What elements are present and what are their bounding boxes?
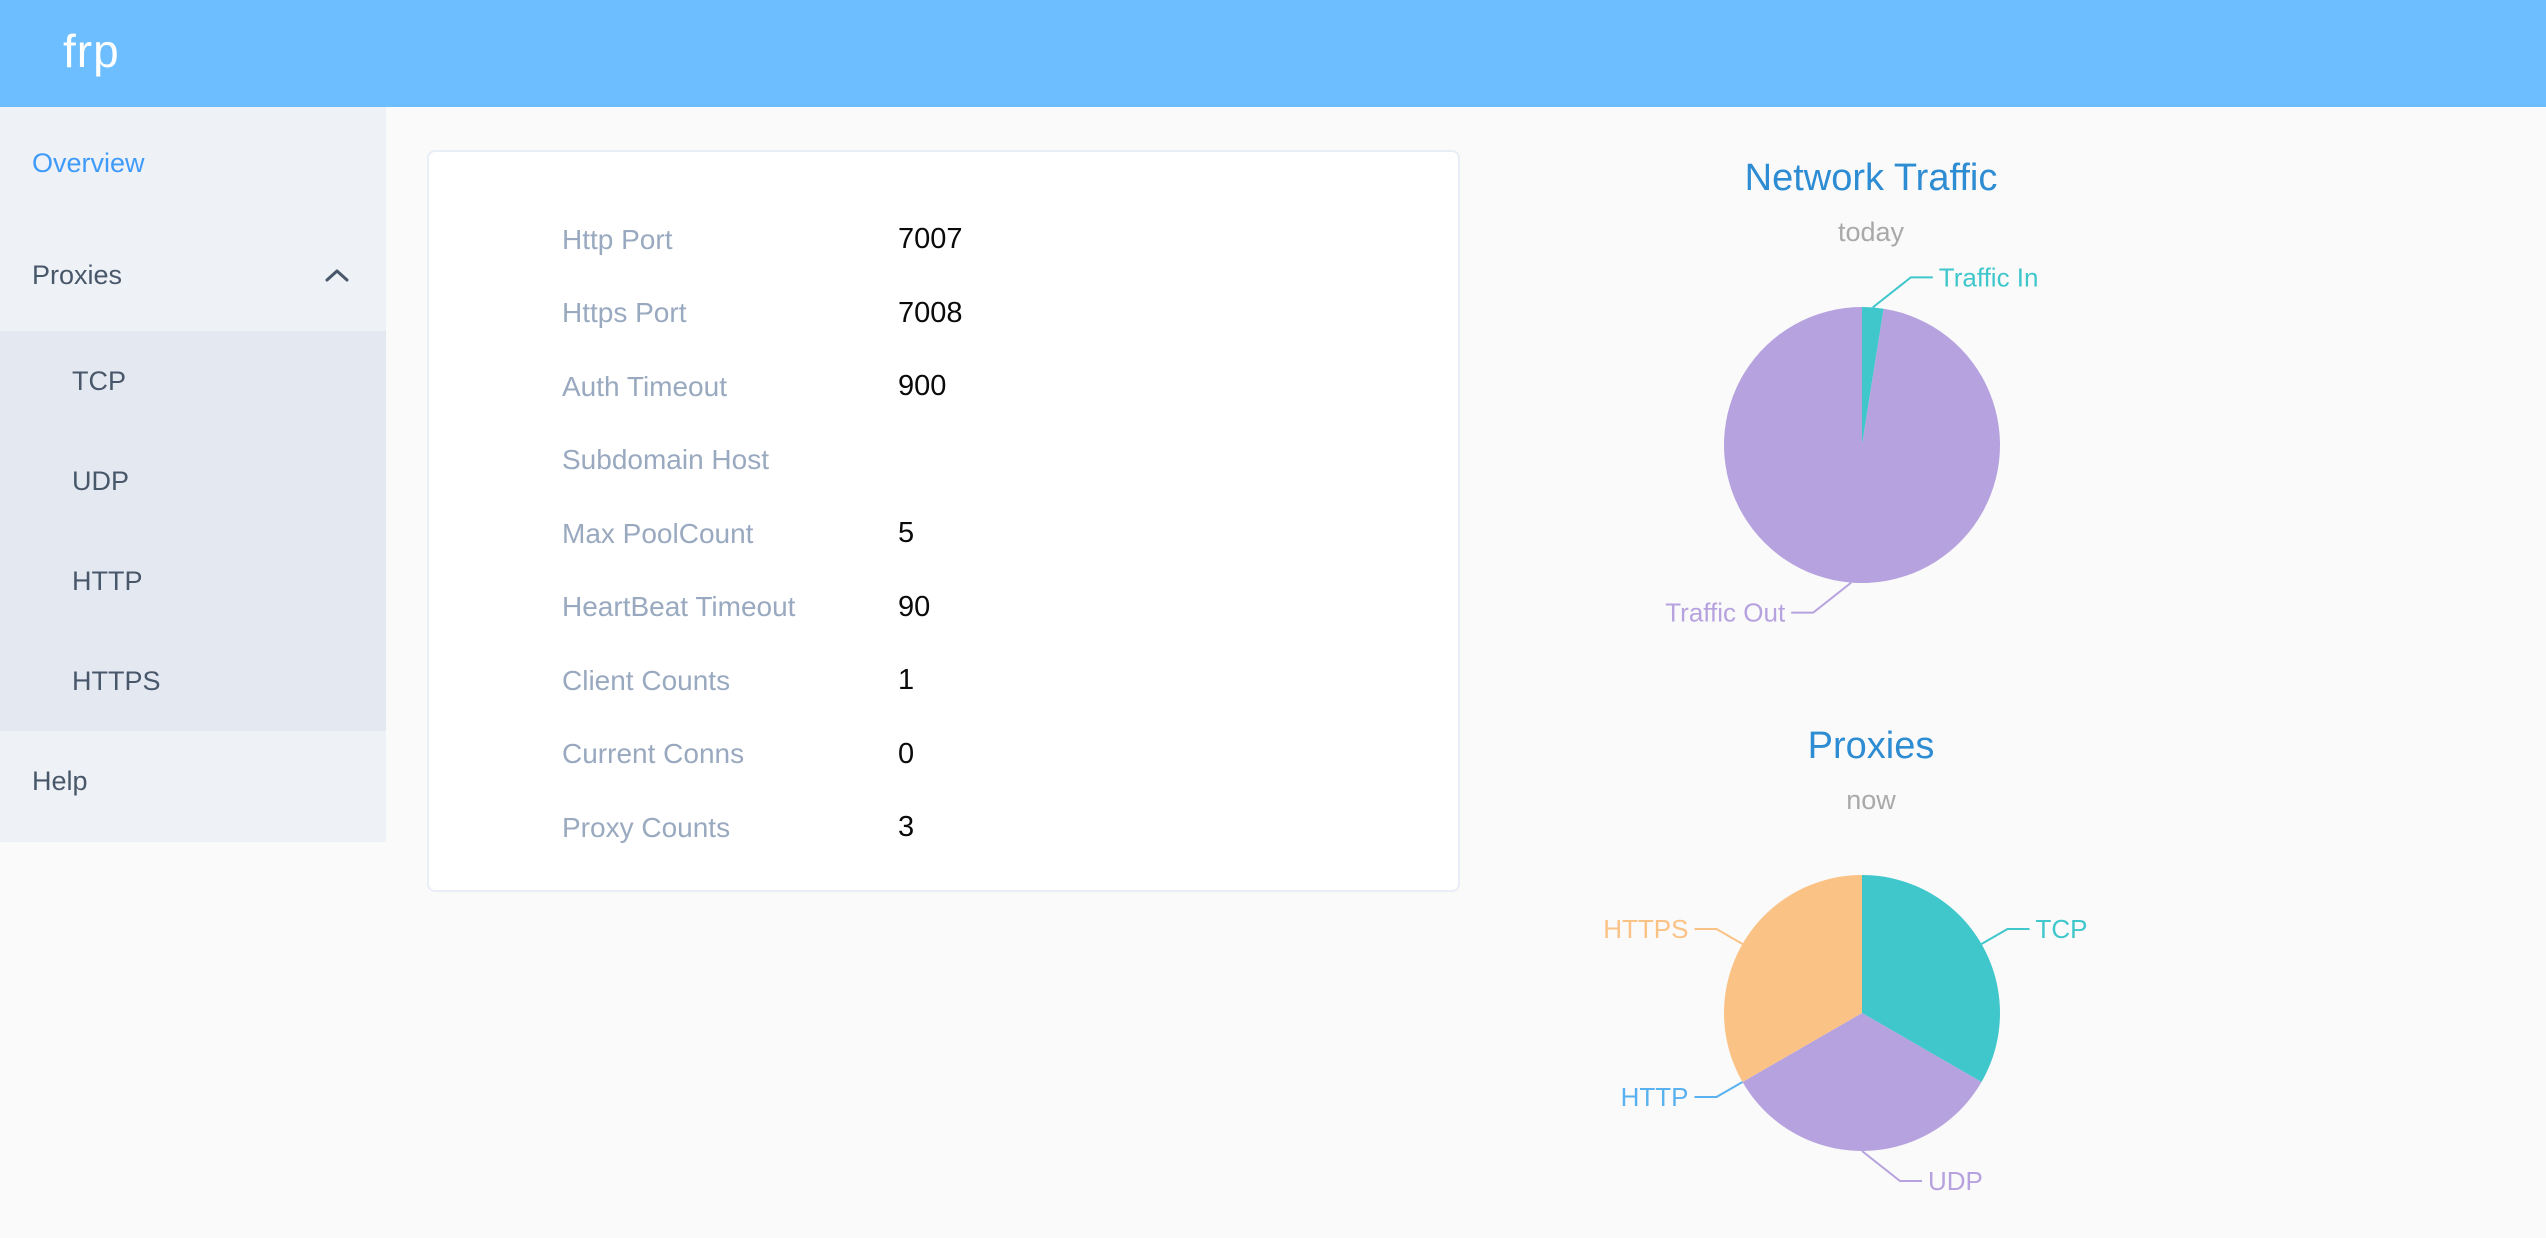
info-value: 90 <box>898 590 931 623</box>
sidebar-item-overview[interactable]: Overview <box>0 107 386 219</box>
info-row: Max PoolCount 5 <box>429 497 1458 571</box>
info-label: Current Conns <box>562 738 745 770</box>
info-label: Client Counts <box>562 664 731 696</box>
sidebar-item-label: Overview <box>32 148 145 178</box>
pie-slice-traffic-out[interactable] <box>1724 307 2001 583</box>
info-label: Auth Timeout <box>562 370 727 402</box>
chart-subtitle: now <box>1846 785 1896 815</box>
pie-label-line <box>1694 928 1743 945</box>
pie-label-https: HTTPS <box>1603 914 1688 944</box>
info-label: Max PoolCount <box>562 517 754 549</box>
info-value: 7007 <box>898 223 963 256</box>
info-row: Auth Timeout 900 <box>429 350 1458 424</box>
network-traffic-pie: Traffic In Traffic Out <box>1665 262 2039 628</box>
sidebar-item-http[interactable]: HTTP <box>0 531 386 631</box>
info-label: Http Port <box>562 223 673 255</box>
info-label: Https Port <box>562 297 687 329</box>
sidebar-item-label: TCP <box>72 366 126 396</box>
sidebar-item-tcp[interactable]: TCP <box>0 331 386 431</box>
info-value: 900 <box>898 370 947 403</box>
info-value: 0 <box>898 737 915 770</box>
info-row: Proxy Counts 3 <box>429 791 1458 865</box>
chart-title: Network Traffic <box>1744 157 1998 199</box>
info-row: HeartBeat Timeout 90 <box>429 571 1458 645</box>
pie-label-udp: UDP <box>1928 1166 1983 1196</box>
pie-label-traffic-in: Traffic In <box>1939 262 2039 292</box>
pie-label-traffic-out: Traffic Out <box>1665 598 1786 628</box>
chart-title: Proxies <box>1807 725 1935 767</box>
sidebar-item-udp[interactable]: UDP <box>0 431 386 531</box>
info-row: Subdomain Host <box>429 424 1458 498</box>
server-info-rows: Http Port 7007 Https Port 7008 Auth Timeout 9… <box>429 203 1458 865</box>
sidebar-item-proxies[interactable]: Proxies <box>0 219 386 331</box>
proxies-pie: TCP UDP HTTP HTTPS <box>1603 875 2088 1196</box>
info-label: Subdomain Host <box>562 444 770 476</box>
pie-label-line <box>1981 928 2030 945</box>
sidebar-item-label: HTTPS <box>72 666 161 696</box>
info-row: Client Counts 1 <box>429 644 1458 718</box>
chevron-up-icon <box>325 269 349 282</box>
info-value: 3 <box>898 811 915 844</box>
info-label: Proxy Counts <box>562 811 731 843</box>
pie-label-http: HTTP <box>1621 1082 1689 1112</box>
sidebar-item-help[interactable]: Help <box>0 731 386 832</box>
pie-label-line <box>1872 276 1933 309</box>
info-label: HeartBeat Timeout <box>562 591 796 623</box>
pie-slice-tcp[interactable] <box>1862 875 2000 1082</box>
pie-slice-https[interactable] <box>1724 875 1862 1082</box>
pie-slice-udp[interactable] <box>1742 1013 1982 1151</box>
app-logo: frp <box>63 25 120 77</box>
sidebar-item-label: HTTP <box>72 566 143 596</box>
pie-label-line <box>1861 1150 1922 1182</box>
sidebar-item-label: UDP <box>72 466 130 496</box>
pie-label-tcp: TCP <box>2036 914 2088 944</box>
top-header-bar: frp <box>0 0 2546 107</box>
chart-subtitle: today <box>1837 217 1905 247</box>
pie-label-line <box>1791 581 1852 614</box>
info-row: Https Port 7008 <box>429 277 1458 351</box>
sidebar-item-label: Help <box>32 766 88 796</box>
network-traffic-chart: Network Traffic today Traffic In Traffic … <box>1561 150 2181 670</box>
sidebar-item-https[interactable]: HTTPS <box>0 631 386 731</box>
info-row: Current Conns 0 <box>429 718 1458 792</box>
info-value: 1 <box>898 664 915 697</box>
sidebar-item-label: Proxies <box>32 260 123 290</box>
info-value: 7008 <box>898 296 963 329</box>
server-info-card: Http Port 7007 Https Port 7008 Auth Timeout 9… <box>427 150 1460 892</box>
proxies-submenu: TCP UDP HTTP HTTPS <box>0 331 386 731</box>
pie-label-line <box>1694 1081 1743 1098</box>
info-row: Http Port 7007 <box>429 203 1458 277</box>
sidebar-menu: Overview Proxies TCP UDP HTTP HTTPS Help <box>0 107 386 842</box>
proxies-chart: Proxies now TCP UDP HTTP HTTPS <box>1561 718 2181 1238</box>
pie-slice-traffic-in[interactable] <box>1862 307 1884 445</box>
info-value: 5 <box>898 517 915 550</box>
